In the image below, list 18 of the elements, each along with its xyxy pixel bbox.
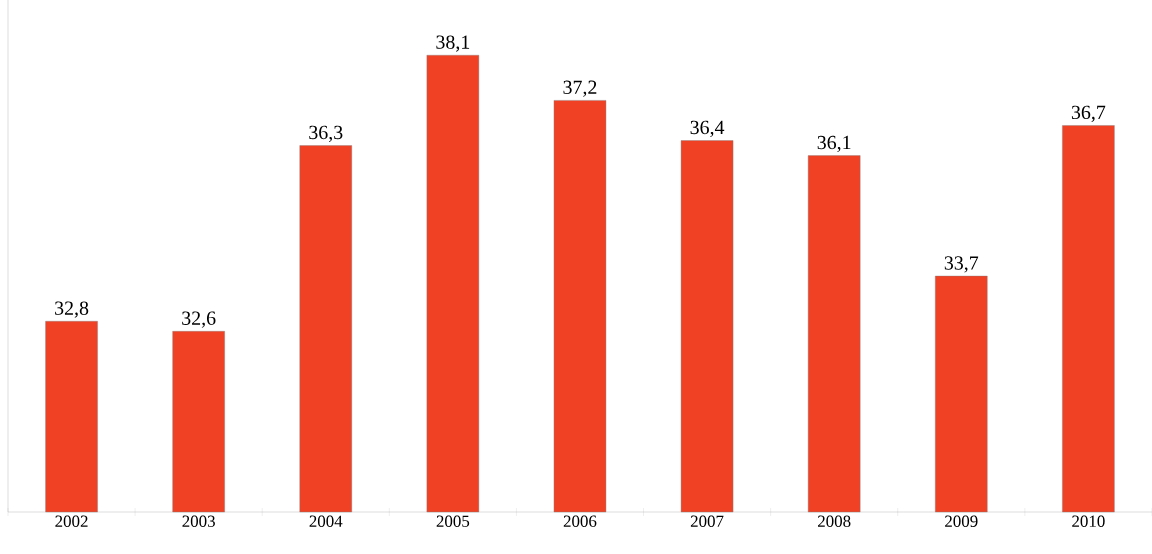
x-tick-label: 2008: [817, 515, 851, 527]
data-label: 36,3: [309, 125, 343, 143]
data-label: 37,2: [563, 80, 597, 97]
data-label: 32,8: [55, 301, 89, 318]
data-label: 38,1: [436, 35, 470, 52]
x-tick-label: 2009: [945, 515, 978, 527]
data-label: 33,7: [944, 256, 979, 273]
data-label: 36,1: [817, 135, 851, 153]
x-tick-label: 2003: [182, 515, 215, 527]
x-tick-label: 2010: [1072, 515, 1105, 527]
data-label: 36,7: [1071, 105, 1106, 122]
x-tick-label: 2002: [55, 515, 88, 527]
x-tick-label: 2007: [690, 515, 724, 527]
x-tick-label: 2004: [309, 515, 343, 527]
data-label: 32,6: [182, 311, 216, 328]
data-label: 36,4: [690, 120, 725, 138]
x-tick-label: 2006: [563, 515, 597, 527]
x-tick-label: 2005: [436, 515, 470, 527]
